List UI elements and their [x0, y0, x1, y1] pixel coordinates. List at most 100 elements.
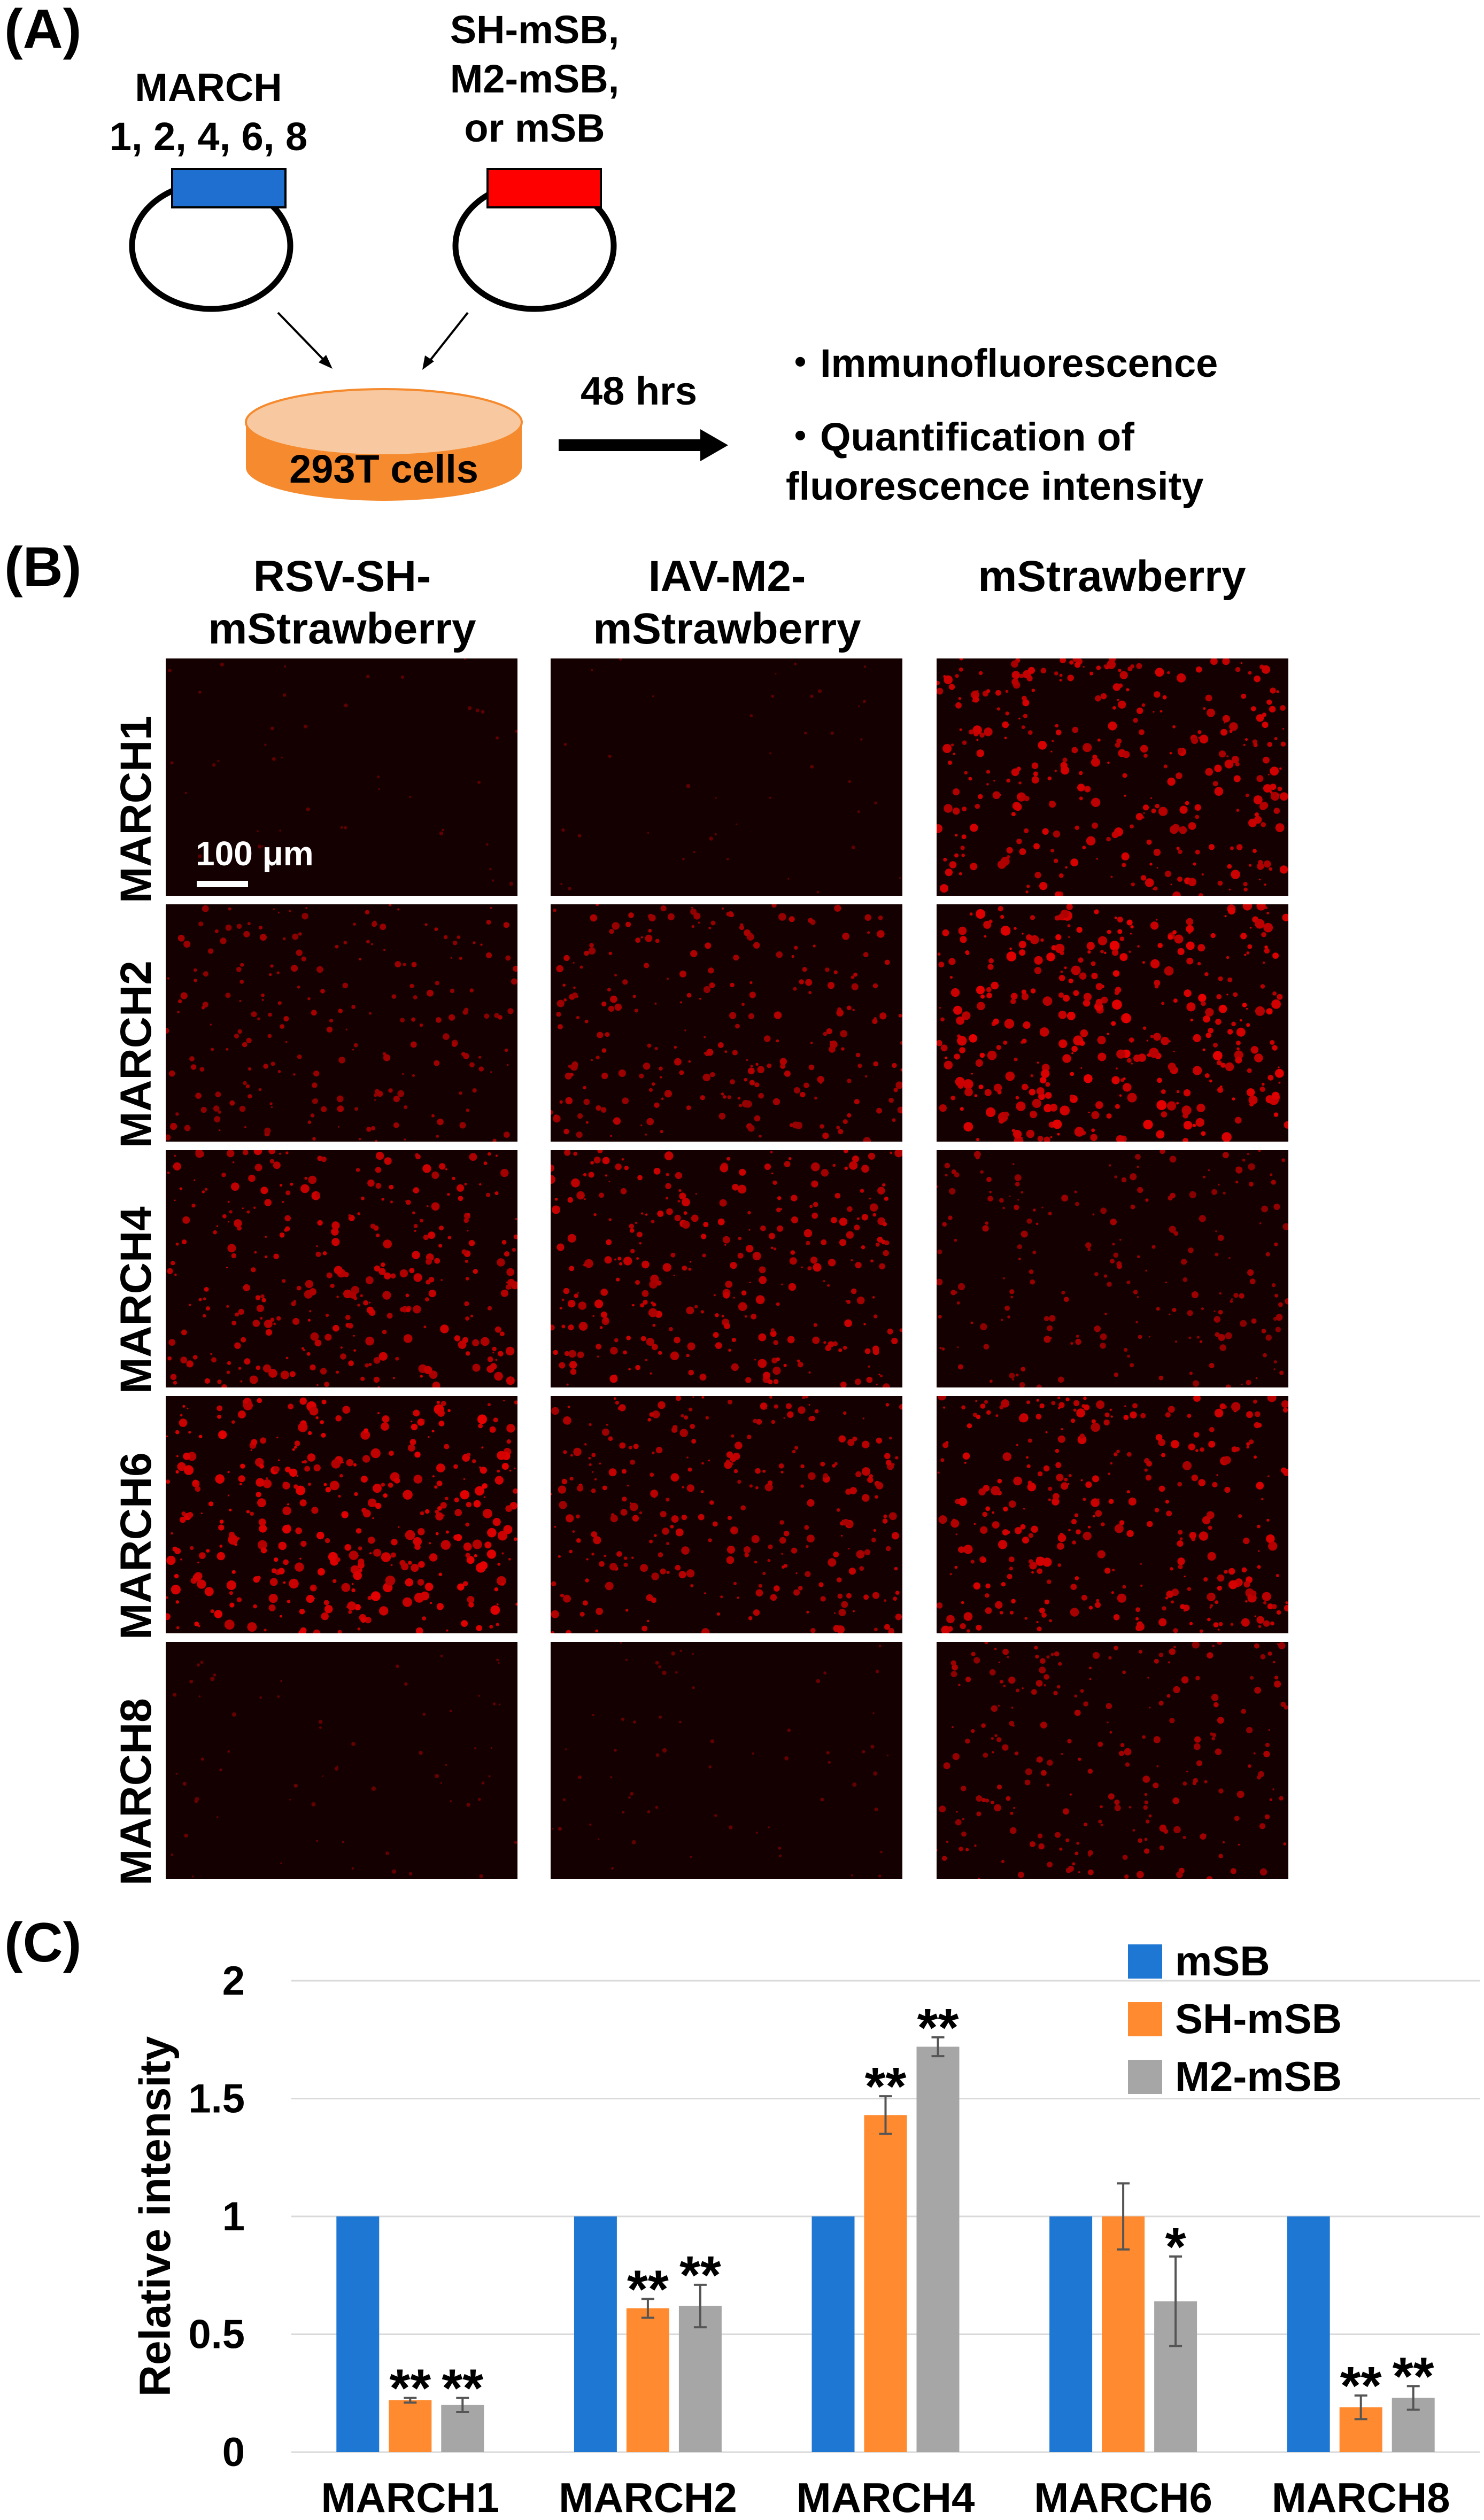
cell-spot — [563, 998, 567, 1002]
cell-spot — [273, 1466, 280, 1472]
cell-spot — [954, 1053, 960, 1060]
cell-spot — [400, 675, 404, 679]
cell-spot — [899, 1328, 902, 1332]
cell-spot — [1094, 1325, 1101, 1332]
cell-spot — [969, 729, 974, 735]
cell-spot — [282, 1525, 291, 1534]
cell-spot — [593, 1157, 601, 1164]
cell-spot — [612, 922, 620, 930]
cell-spot — [431, 1202, 440, 1211]
cell-spot — [833, 970, 838, 974]
cell-spot — [1021, 993, 1029, 1001]
cell-spot — [234, 1033, 239, 1039]
cell-spot — [1201, 1131, 1206, 1136]
significance-mark: ** — [1340, 2356, 1382, 2416]
cell-spot — [1113, 1252, 1119, 1258]
cell-spot — [596, 1608, 603, 1615]
cell-spot — [1172, 1308, 1177, 1312]
cell-spot — [200, 1107, 207, 1113]
cell-spot — [1154, 984, 1159, 989]
cell-spot — [622, 1097, 629, 1104]
cell-spot — [1165, 1412, 1171, 1418]
cell-spot — [1124, 1748, 1132, 1756]
cell-spot — [450, 988, 455, 994]
cell-spot — [413, 1187, 420, 1193]
cell-spot — [1255, 919, 1265, 929]
cell-spot — [280, 1862, 282, 1864]
col-header-mstrawberry: mStrawberry — [925, 550, 1299, 603]
cell-spot — [1049, 801, 1056, 808]
cell-spot — [694, 1305, 698, 1308]
cell-spot — [273, 1253, 279, 1260]
cell-spot — [882, 1518, 888, 1524]
cell-spot — [843, 1346, 847, 1350]
cell-spot — [1033, 1208, 1036, 1212]
cell-spot — [248, 1094, 252, 1099]
bar-m2-msb — [916, 2046, 960, 2452]
cell-spot — [856, 1296, 865, 1305]
cell-spot — [1249, 1439, 1254, 1445]
cell-spot — [1184, 1575, 1186, 1578]
cell-spot — [251, 1011, 257, 1017]
cell-spot — [179, 1516, 186, 1523]
cell-spot — [466, 1108, 469, 1112]
cell-spot — [1263, 756, 1270, 764]
cell-spot — [1003, 1111, 1009, 1118]
cell-spot — [567, 1406, 570, 1408]
cell-spot — [572, 1530, 575, 1533]
cell-spot — [202, 905, 209, 912]
cell-spot — [478, 1066, 484, 1072]
cell-spot — [261, 1298, 266, 1302]
cell-spot — [573, 962, 575, 964]
cell-spot — [415, 1627, 423, 1633]
cell-spot — [660, 1076, 662, 1079]
cell-spot — [1267, 1074, 1274, 1081]
cell-spot — [1205, 767, 1213, 776]
cell-spot — [1104, 1412, 1110, 1417]
cell-spot — [787, 1336, 795, 1344]
cell-spot — [1266, 699, 1272, 705]
cell-spot — [488, 1152, 491, 1156]
cell-spot — [1205, 694, 1212, 702]
cell-spot — [993, 780, 995, 782]
cell-spot — [823, 1341, 826, 1344]
cell-spot — [973, 731, 979, 736]
cell-spot — [691, 1439, 696, 1444]
cell-spot — [749, 714, 753, 717]
cell-spot — [1027, 1483, 1036, 1492]
cell-spot — [492, 1138, 497, 1142]
cell-spot — [1110, 1219, 1117, 1226]
cell-spot — [465, 1316, 469, 1321]
cell-spot — [1157, 943, 1163, 948]
cell-spot — [986, 987, 992, 993]
cell-spot — [1019, 1382, 1025, 1387]
cell-spot — [1091, 1111, 1100, 1119]
cell-spot — [338, 1009, 343, 1013]
cell-spot — [806, 1240, 810, 1245]
cell-spot — [166, 1555, 176, 1565]
cell-spot — [1284, 1121, 1288, 1129]
cell-spot — [1100, 1333, 1107, 1340]
cell-spot — [1115, 987, 1122, 993]
cell-spot — [393, 1096, 400, 1103]
cell-spot — [857, 810, 860, 813]
cell-spot — [239, 1000, 242, 1002]
cell-spot — [1088, 1525, 1091, 1529]
cell-spot — [1217, 1574, 1225, 1582]
cell-spot — [690, 908, 697, 915]
cell-spot — [479, 1874, 483, 1879]
cell-spot — [436, 1135, 439, 1138]
cell-spot — [229, 1508, 232, 1511]
cell-spot — [1016, 1373, 1019, 1377]
cell-spot — [279, 1232, 285, 1238]
cell-spot — [666, 1542, 670, 1545]
cell-spot — [299, 1557, 302, 1560]
cell-spot — [345, 1314, 351, 1320]
cell-spot — [895, 1081, 902, 1089]
cell-spot — [1054, 770, 1057, 772]
cell-spot — [436, 1532, 439, 1536]
cell-spot — [490, 1605, 500, 1615]
cell-spot — [1010, 998, 1016, 1004]
cell-spot — [200, 1512, 203, 1514]
cell-spot — [1036, 1621, 1039, 1623]
